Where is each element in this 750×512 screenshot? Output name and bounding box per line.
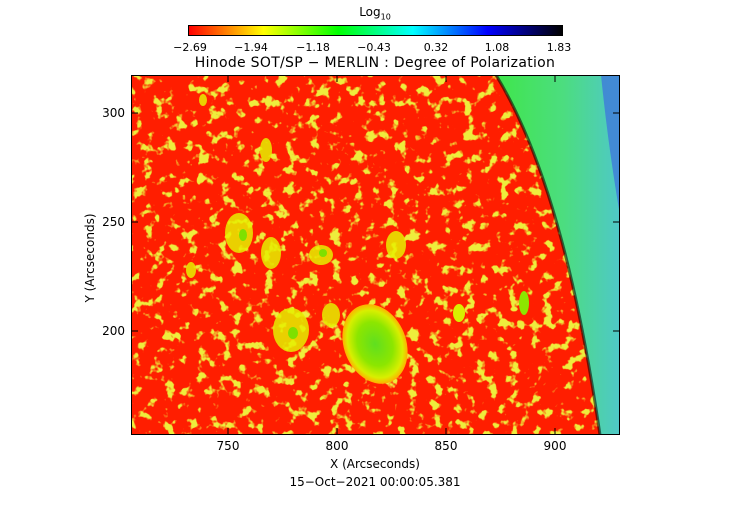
colorbar-label-sub: 10 xyxy=(380,12,391,22)
colorbar-label-main: Log xyxy=(359,5,381,19)
y-tick-label: 200 xyxy=(102,324,125,338)
observation-timestamp: 15−Oct−2021 00:00:05.381 xyxy=(289,475,461,489)
colorbar-tick-label: 1.08 xyxy=(484,41,510,54)
polarization-map xyxy=(131,75,620,435)
colorbar xyxy=(188,25,563,36)
y-axis-label: Y (Arcseconds) xyxy=(83,213,97,303)
y-tick-label: 300 xyxy=(102,106,125,120)
colorbar-tick-label: 1.83 xyxy=(546,41,572,54)
small-pore xyxy=(519,291,529,315)
colorbar-label: Log10 xyxy=(0,5,750,21)
strong-field-knots xyxy=(239,229,327,339)
colorbar-tick-label: −2.69 xyxy=(173,41,207,54)
sunspot-pore xyxy=(342,304,408,384)
y-tick-label: 250 xyxy=(102,215,125,229)
plot-title: Hinode SOT/SP − MERLIN : Degree of Polar… xyxy=(194,55,556,71)
x-tick-label: 900 xyxy=(543,439,567,453)
axis-ticks xyxy=(131,75,620,435)
x-tick-label: 800 xyxy=(325,439,349,453)
plot-frame xyxy=(131,75,620,435)
small-pore xyxy=(453,304,465,322)
off-limb-region xyxy=(496,75,620,435)
colorbar-tick-label: −1.18 xyxy=(296,41,330,54)
colorbar-tick-label: −0.43 xyxy=(357,41,391,54)
x-axis-label: X (Arcseconds) xyxy=(330,457,420,471)
x-tick-label: 850 xyxy=(434,439,458,453)
colorbar-tick-label: 0.32 xyxy=(423,41,449,54)
x-tick-label: 750 xyxy=(216,439,240,453)
solar-limb xyxy=(494,75,602,435)
off-limb-blue-region xyxy=(601,75,620,215)
plage-patches xyxy=(186,94,406,352)
colorbar-tick-label: −1.94 xyxy=(234,41,268,54)
